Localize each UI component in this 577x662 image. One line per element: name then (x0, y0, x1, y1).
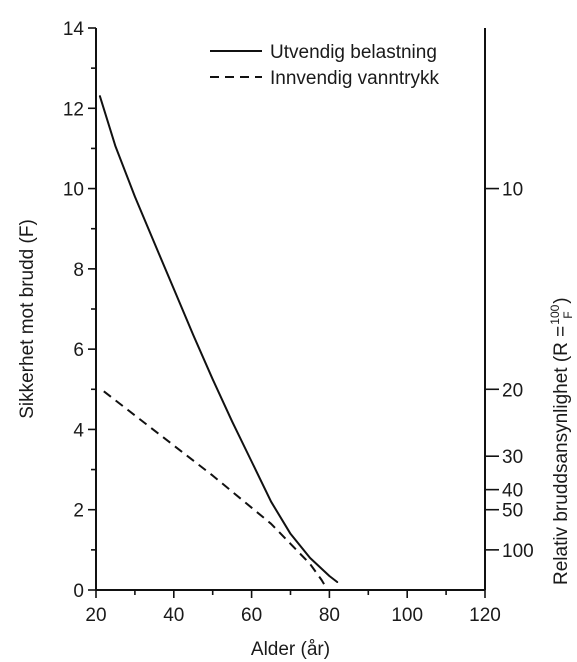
series-line-utvendig (98, 95, 339, 583)
y2-axis-title-frac-den: F (561, 311, 575, 318)
y-tick-label: 4 (73, 420, 84, 441)
x-axis-ticks: 20 40 60 80 100 120 (85, 590, 501, 626)
y2-tick-label: 30 (502, 447, 523, 468)
y-tick-label: 2 (73, 501, 84, 522)
y2-tick-label: 40 (502, 481, 523, 502)
y2-tick-label: 10 (502, 180, 523, 201)
x-tick-label: 120 (469, 605, 501, 626)
y-tick-label: 10 (63, 180, 84, 201)
series-layer (98, 95, 339, 591)
y2-axis-title-frac-num: 100 (548, 304, 562, 324)
series-line-innvendig (103, 390, 329, 591)
y-tick-label: 8 (73, 260, 84, 281)
y2-tick-label: 50 (502, 501, 523, 522)
y-axis-ticks: 0 2 4 6 8 10 12 14 (63, 19, 96, 602)
y2-tick-label: 20 (502, 380, 523, 401)
x-tick-label: 100 (391, 605, 423, 626)
y-tick-label: 6 (73, 340, 84, 361)
x-tick-label: 60 (241, 605, 262, 626)
x-tick-label: 20 (85, 605, 106, 626)
y-tick-label: 0 (73, 581, 84, 602)
x-tick-label: 80 (319, 605, 340, 626)
legend-label: Utvendig belastning (270, 42, 437, 63)
y2-axis-title-main: Relativ bruddsansynlighet (R = (551, 326, 572, 585)
x-axis-title: Alder (år) (251, 639, 330, 660)
y2-tick-label: 100 (502, 541, 534, 562)
legend: Utvendig belastning Innvendig vanntrykk (210, 42, 439, 89)
y-axis-title: Sikkerhet mot brudd (F) (17, 219, 38, 419)
y2-axis-title: Relativ bruddsansynlighet (R = 100 F ) (548, 297, 575, 585)
plot-frame (95, 28, 486, 591)
x-tick-label: 40 (163, 605, 184, 626)
y-tick-label: 12 (63, 99, 84, 120)
y2-axis-title-close: ) (551, 297, 572, 303)
y-tick-label: 14 (63, 19, 85, 40)
legend-label: Innvendig vanntrykk (270, 68, 439, 89)
